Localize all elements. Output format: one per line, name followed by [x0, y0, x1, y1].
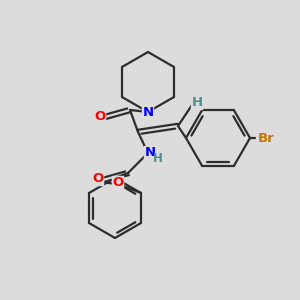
Text: H: H [153, 152, 163, 164]
Text: O: O [112, 176, 124, 190]
Text: O: O [92, 172, 104, 185]
Text: Br: Br [258, 131, 274, 145]
Text: N: N [142, 106, 154, 118]
Text: H: H [191, 97, 203, 110]
Text: O: O [94, 110, 106, 122]
Text: N: N [144, 146, 156, 160]
